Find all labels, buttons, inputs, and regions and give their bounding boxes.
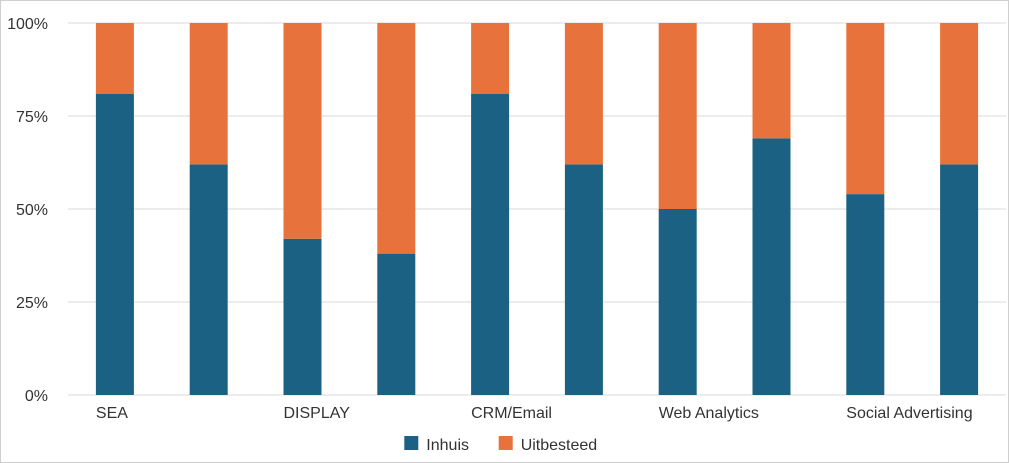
bar-inhuis — [283, 238, 322, 395]
x-tick-label: SEA — [96, 405, 128, 422]
bar-uitbesteed — [752, 23, 791, 139]
y-tick-label: 100% — [7, 16, 48, 33]
x-tick-label: CRM/Email — [471, 405, 552, 422]
y-axis: 0% 25% 50% 75% 100% — [7, 16, 48, 405]
y-tick-label: 75% — [16, 109, 48, 126]
y-tick-label: 50% — [16, 202, 48, 219]
bar-uitbesteed — [846, 23, 885, 195]
x-tick-label: Social Advertising — [846, 405, 972, 422]
y-tick-label: 0% — [25, 388, 48, 405]
x-tick-label: Web Analytics — [659, 405, 759, 422]
bar-uitbesteed — [471, 23, 510, 94]
bar-uitbesteed — [940, 23, 979, 165]
x-axis: SEA DISPLAY CRM/Email Web Analytics Social A… — [96, 405, 973, 422]
legend-label-uitbesteed: Uitbesteed — [521, 437, 598, 454]
bar-inhuis — [846, 194, 885, 395]
bar-inhuis — [189, 164, 228, 395]
bar-uitbesteed — [564, 23, 603, 165]
bar-uitbesteed — [95, 23, 134, 94]
legend-swatch-inhuis — [404, 436, 419, 450]
bar-uitbesteed — [377, 23, 416, 254]
legend-label-inhuis: Inhuis — [426, 437, 469, 454]
legend: Inhuis Uitbesteed — [404, 436, 597, 454]
x-tick-label: DISPLAY — [284, 405, 351, 422]
bar-inhuis — [377, 253, 416, 395]
bar-uitbesteed — [283, 23, 322, 239]
bar-uitbesteed — [189, 23, 228, 165]
bar-inhuis — [471, 93, 510, 396]
bar-inhuis — [940, 164, 979, 395]
bar-uitbesteed — [658, 23, 697, 209]
y-tick-label: 25% — [16, 295, 48, 312]
bar-inhuis — [564, 164, 603, 395]
bar-inhuis — [658, 209, 697, 395]
bars — [95, 23, 979, 396]
bar-inhuis — [752, 138, 791, 395]
legend-swatch-uitbesteed — [498, 436, 513, 450]
bar-inhuis — [95, 93, 134, 396]
